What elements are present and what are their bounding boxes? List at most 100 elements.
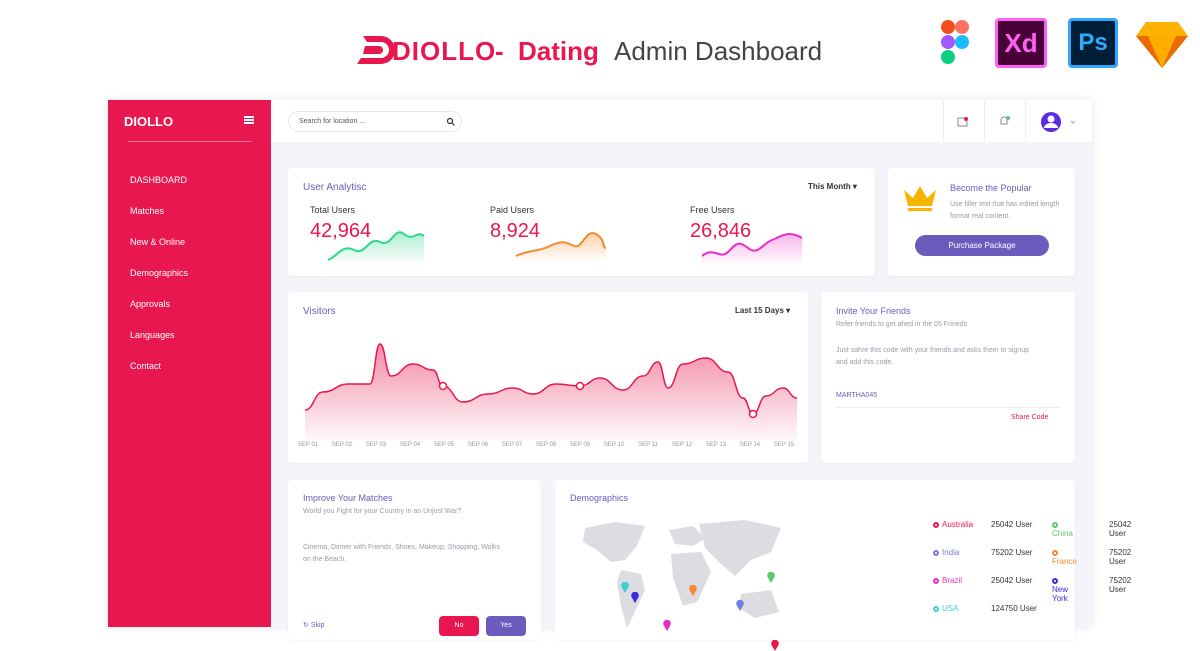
- menu-item[interactable]: Demographics: [130, 268, 189, 278]
- x-tick-label: SEP 01: [297, 442, 319, 448]
- pin-shape: [767, 572, 775, 583]
- x-tick-label: SEP 13: [705, 442, 727, 448]
- menu-item[interactable]: New & Online: [130, 237, 186, 247]
- interests: Cinema, Dinner with Friends, Shoes, Make…: [303, 544, 500, 563]
- x-tick-label: SEP 08: [535, 442, 557, 448]
- screen: {"banner":{"brand":"DIOLLO","separator":…: [108, 18, 1188, 651]
- pin-shape: [771, 640, 779, 651]
- marker: [438, 381, 448, 391]
- card-title: User Analytisc: [303, 182, 367, 193]
- alert-icon[interactable]: [998, 116, 1010, 128]
- legend-value: 124750 User: [991, 604, 1037, 613]
- period-dropdown[interactable]: This Month ▾: [808, 182, 857, 191]
- no-button[interactable]: No: [439, 616, 479, 636]
- card-title: Demographics: [570, 493, 629, 503]
- legend-entry: China: [1052, 520, 1075, 538]
- stat-label: Total Users: [310, 205, 356, 215]
- demographics-card: Demographics Australia 25042 User China 250…: [555, 480, 1131, 651]
- legend-label: China: [1052, 529, 1073, 538]
- menu-item[interactable]: Matches: [130, 206, 165, 216]
- legend-value: 25042 User: [991, 520, 1033, 529]
- pin-shape: [736, 600, 744, 611]
- menu-item[interactable]: DASHBOARD: [130, 175, 188, 185]
- divider: [984, 100, 985, 142]
- stat-label: Paid Users: [490, 205, 535, 215]
- sparkline: [702, 233, 803, 266]
- search-box[interactable]: Search for location ...: [288, 111, 462, 132]
- purchase-button[interactable]: Purchase Package: [915, 235, 1049, 256]
- legend-dot: [933, 550, 939, 556]
- share-link[interactable]: Share Code: [1011, 414, 1049, 421]
- line: [304, 343, 798, 415]
- popular-card: Become the Popular Use filler text that …: [888, 168, 1075, 276]
- pin-shape: [631, 592, 639, 603]
- menu-item[interactable]: Contact: [130, 361, 162, 371]
- legend-entry: India: [933, 548, 959, 557]
- topbar: Search for location ...: [271, 100, 1092, 142]
- menu-item[interactable]: Approvals: [130, 299, 171, 309]
- skip-label: Skip: [310, 622, 325, 629]
- pin-shape: [621, 582, 629, 593]
- map-pin: [689, 585, 697, 596]
- x-tick-label: SEP 10: [603, 442, 625, 448]
- search-icon: [446, 117, 455, 126]
- x-tick-label: SEP 03: [365, 442, 387, 448]
- divider: [943, 100, 944, 142]
- legend-dot: [933, 522, 939, 528]
- x-tick-label: SEP 12: [671, 442, 693, 448]
- logo-mark: [357, 36, 395, 64]
- x-tick-label: SEP 07: [501, 442, 523, 448]
- legend-label: France: [1052, 557, 1077, 566]
- sidebar-brand: DIOLLO: [124, 114, 174, 129]
- page: *{box-sizing:border-box} body{margin:0;w…: [108, 18, 1188, 651]
- world-map: [583, 520, 781, 628]
- menu-item[interactable]: Languages: [130, 330, 175, 340]
- avatar[interactable]: [1039, 110, 1079, 134]
- divider: [836, 407, 1060, 408]
- notification-icon[interactable]: [957, 116, 969, 128]
- invite-code: MARTHA045: [836, 392, 878, 399]
- card-text: Use filler text that has edited length f…: [950, 201, 1060, 220]
- legend-value: 25042 User: [1109, 520, 1132, 538]
- card-title: Visitors: [303, 306, 336, 317]
- map-pin: [663, 620, 671, 631]
- pin-shape: [689, 585, 697, 596]
- visitors-chart: [304, 343, 798, 440]
- legend-label: India: [942, 548, 960, 557]
- card-title: Invite Your Friends: [836, 306, 911, 316]
- xd-icon: Xd: [995, 18, 1047, 68]
- banner-separator: -: [495, 36, 504, 66]
- legend-entry: France: [1052, 548, 1077, 566]
- marker: [748, 409, 758, 419]
- divider: [1025, 100, 1026, 142]
- crown-icon: [904, 186, 936, 211]
- card-title: Improve Your Matches: [303, 493, 393, 503]
- menu-toggle[interactable]: [244, 116, 254, 124]
- x-tick-label: SEP 14: [739, 442, 761, 448]
- stat-value: 42,964: [310, 220, 372, 242]
- skip-link[interactable]: ↻ Skip: [303, 622, 325, 629]
- legend-dot: [1052, 522, 1058, 528]
- sketch-icon: [1136, 22, 1188, 68]
- period-label: Last 15 Days: [735, 306, 784, 315]
- period-label: This Month: [808, 182, 851, 191]
- ps-icon: Ps: [1068, 18, 1118, 68]
- visitors-card: Visitors Last 15 Days ▾ SEP 01 SEP 02 SEP …: [288, 292, 808, 463]
- area: [305, 344, 797, 440]
- legend-value: 75202 User: [991, 548, 1033, 557]
- x-tick-label: SEP 15: [773, 442, 795, 448]
- period-dropdown[interactable]: Last 15 Days ▾: [735, 306, 791, 315]
- stat-value: 26,846: [690, 220, 752, 242]
- legend-value: 75202 User: [1109, 548, 1132, 566]
- sidebar: DIOLLO DASHBOARD Matches New & Online De…: [108, 100, 271, 627]
- divider: [128, 141, 252, 142]
- yes-button[interactable]: Yes: [486, 616, 526, 636]
- map-pin: [767, 572, 775, 583]
- improve-card: Improve Your Matches World you Fight for…: [288, 480, 541, 640]
- banner-subtitle: Admin Dashboard: [614, 36, 823, 66]
- legend-entry: USA: [933, 604, 958, 613]
- legend-entry: Australia: [933, 520, 973, 529]
- marker: [575, 381, 585, 391]
- x-tick-label: SEP 02: [331, 442, 353, 448]
- banner-brand: DIOLLO: [392, 36, 497, 66]
